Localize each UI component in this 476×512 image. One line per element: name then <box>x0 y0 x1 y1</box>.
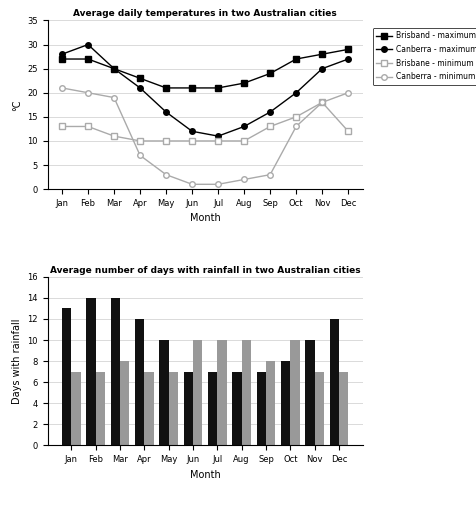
Title: Average number of days with rainfall in two Australian cities: Average number of days with rainfall in … <box>50 266 360 274</box>
Brisband - maximum <box>189 85 195 91</box>
Brisbane - minimum <box>215 138 220 144</box>
Canberra - maximum <box>345 56 350 62</box>
Brisband - maximum <box>293 56 298 62</box>
Bar <box>314 372 323 445</box>
Canberra - maximum <box>189 128 195 134</box>
Canberra - minimum <box>189 181 195 187</box>
Canberra - minimum <box>293 123 298 130</box>
Canberra - minimum <box>137 152 143 158</box>
Canberra - minimum <box>111 95 117 101</box>
Brisbane - minimum <box>267 123 272 130</box>
Canberra - minimum <box>59 85 65 91</box>
Bar <box>290 340 299 445</box>
X-axis label: Month: Month <box>189 214 220 223</box>
Bar <box>144 372 153 445</box>
Canberra - maximum <box>241 123 247 130</box>
Brisbane - minimum <box>345 128 350 134</box>
Bar <box>62 308 71 445</box>
Brisbane - minimum <box>293 114 298 120</box>
Bar <box>159 340 168 445</box>
Line: Canberra - minimum: Canberra - minimum <box>59 85 350 187</box>
Bar <box>110 298 119 445</box>
X-axis label: Month: Month <box>189 470 220 480</box>
Bar <box>183 372 192 445</box>
Brisband - maximum <box>345 46 350 52</box>
Bar <box>338 372 347 445</box>
Bar <box>95 372 105 445</box>
Canberra - maximum <box>85 41 91 48</box>
Brisbane - minimum <box>163 138 169 144</box>
Brisband - maximum <box>137 75 143 81</box>
Brisbane - minimum <box>318 99 324 105</box>
Bar <box>329 319 338 445</box>
Line: Canberra - maximum: Canberra - maximum <box>59 42 350 139</box>
Brisbane - minimum <box>189 138 195 144</box>
Canberra - minimum <box>85 90 91 96</box>
Brisband - maximum <box>318 51 324 57</box>
Bar <box>71 372 80 445</box>
Canberra - maximum <box>111 66 117 72</box>
Brisbane - minimum <box>111 133 117 139</box>
Canberra - minimum <box>345 90 350 96</box>
Brisbane - minimum <box>241 138 247 144</box>
Canberra - minimum <box>241 177 247 183</box>
Bar <box>241 340 250 445</box>
Bar <box>305 340 314 445</box>
Bar <box>266 361 275 445</box>
Bar <box>168 372 178 445</box>
Line: Brisband - maximum: Brisband - maximum <box>59 47 350 91</box>
Brisband - maximum <box>111 66 117 72</box>
Brisbane - minimum <box>137 138 143 144</box>
Canberra - maximum <box>59 51 65 57</box>
Brisband - maximum <box>215 85 220 91</box>
Canberra - minimum <box>318 99 324 105</box>
Brisbane - minimum <box>85 123 91 130</box>
Canberra - maximum <box>215 133 220 139</box>
Y-axis label: Days with rainfall: Days with rainfall <box>12 318 22 404</box>
Canberra - maximum <box>163 109 169 115</box>
Bar <box>86 298 95 445</box>
Bar <box>192 340 202 445</box>
Canberra - minimum <box>215 181 220 187</box>
Brisband - maximum <box>85 56 91 62</box>
Bar <box>256 372 266 445</box>
Canberra - maximum <box>137 85 143 91</box>
Bar <box>208 372 217 445</box>
Line: Brisbane - minimum: Brisbane - minimum <box>59 100 350 144</box>
Canberra - maximum <box>318 66 324 72</box>
Bar <box>135 319 144 445</box>
Brisband - maximum <box>59 56 65 62</box>
Brisband - maximum <box>241 80 247 86</box>
Y-axis label: °C: °C <box>12 99 22 111</box>
Bar <box>217 340 226 445</box>
Brisbane - minimum <box>59 123 65 130</box>
Bar <box>280 361 290 445</box>
Canberra - minimum <box>163 172 169 178</box>
Brisband - maximum <box>267 71 272 77</box>
Brisband - maximum <box>163 85 169 91</box>
Canberra - maximum <box>293 90 298 96</box>
Canberra - maximum <box>267 109 272 115</box>
Legend: Brisband - maximum, Canberra - maximum, Brisbane - minimum, Canberra - minimum: Brisband - maximum, Canberra - maximum, … <box>372 28 476 85</box>
Bar <box>119 361 129 445</box>
Canberra - minimum <box>267 172 272 178</box>
Bar <box>232 372 241 445</box>
Title: Average daily temperatures in two Australian cities: Average daily temperatures in two Austra… <box>73 9 336 18</box>
